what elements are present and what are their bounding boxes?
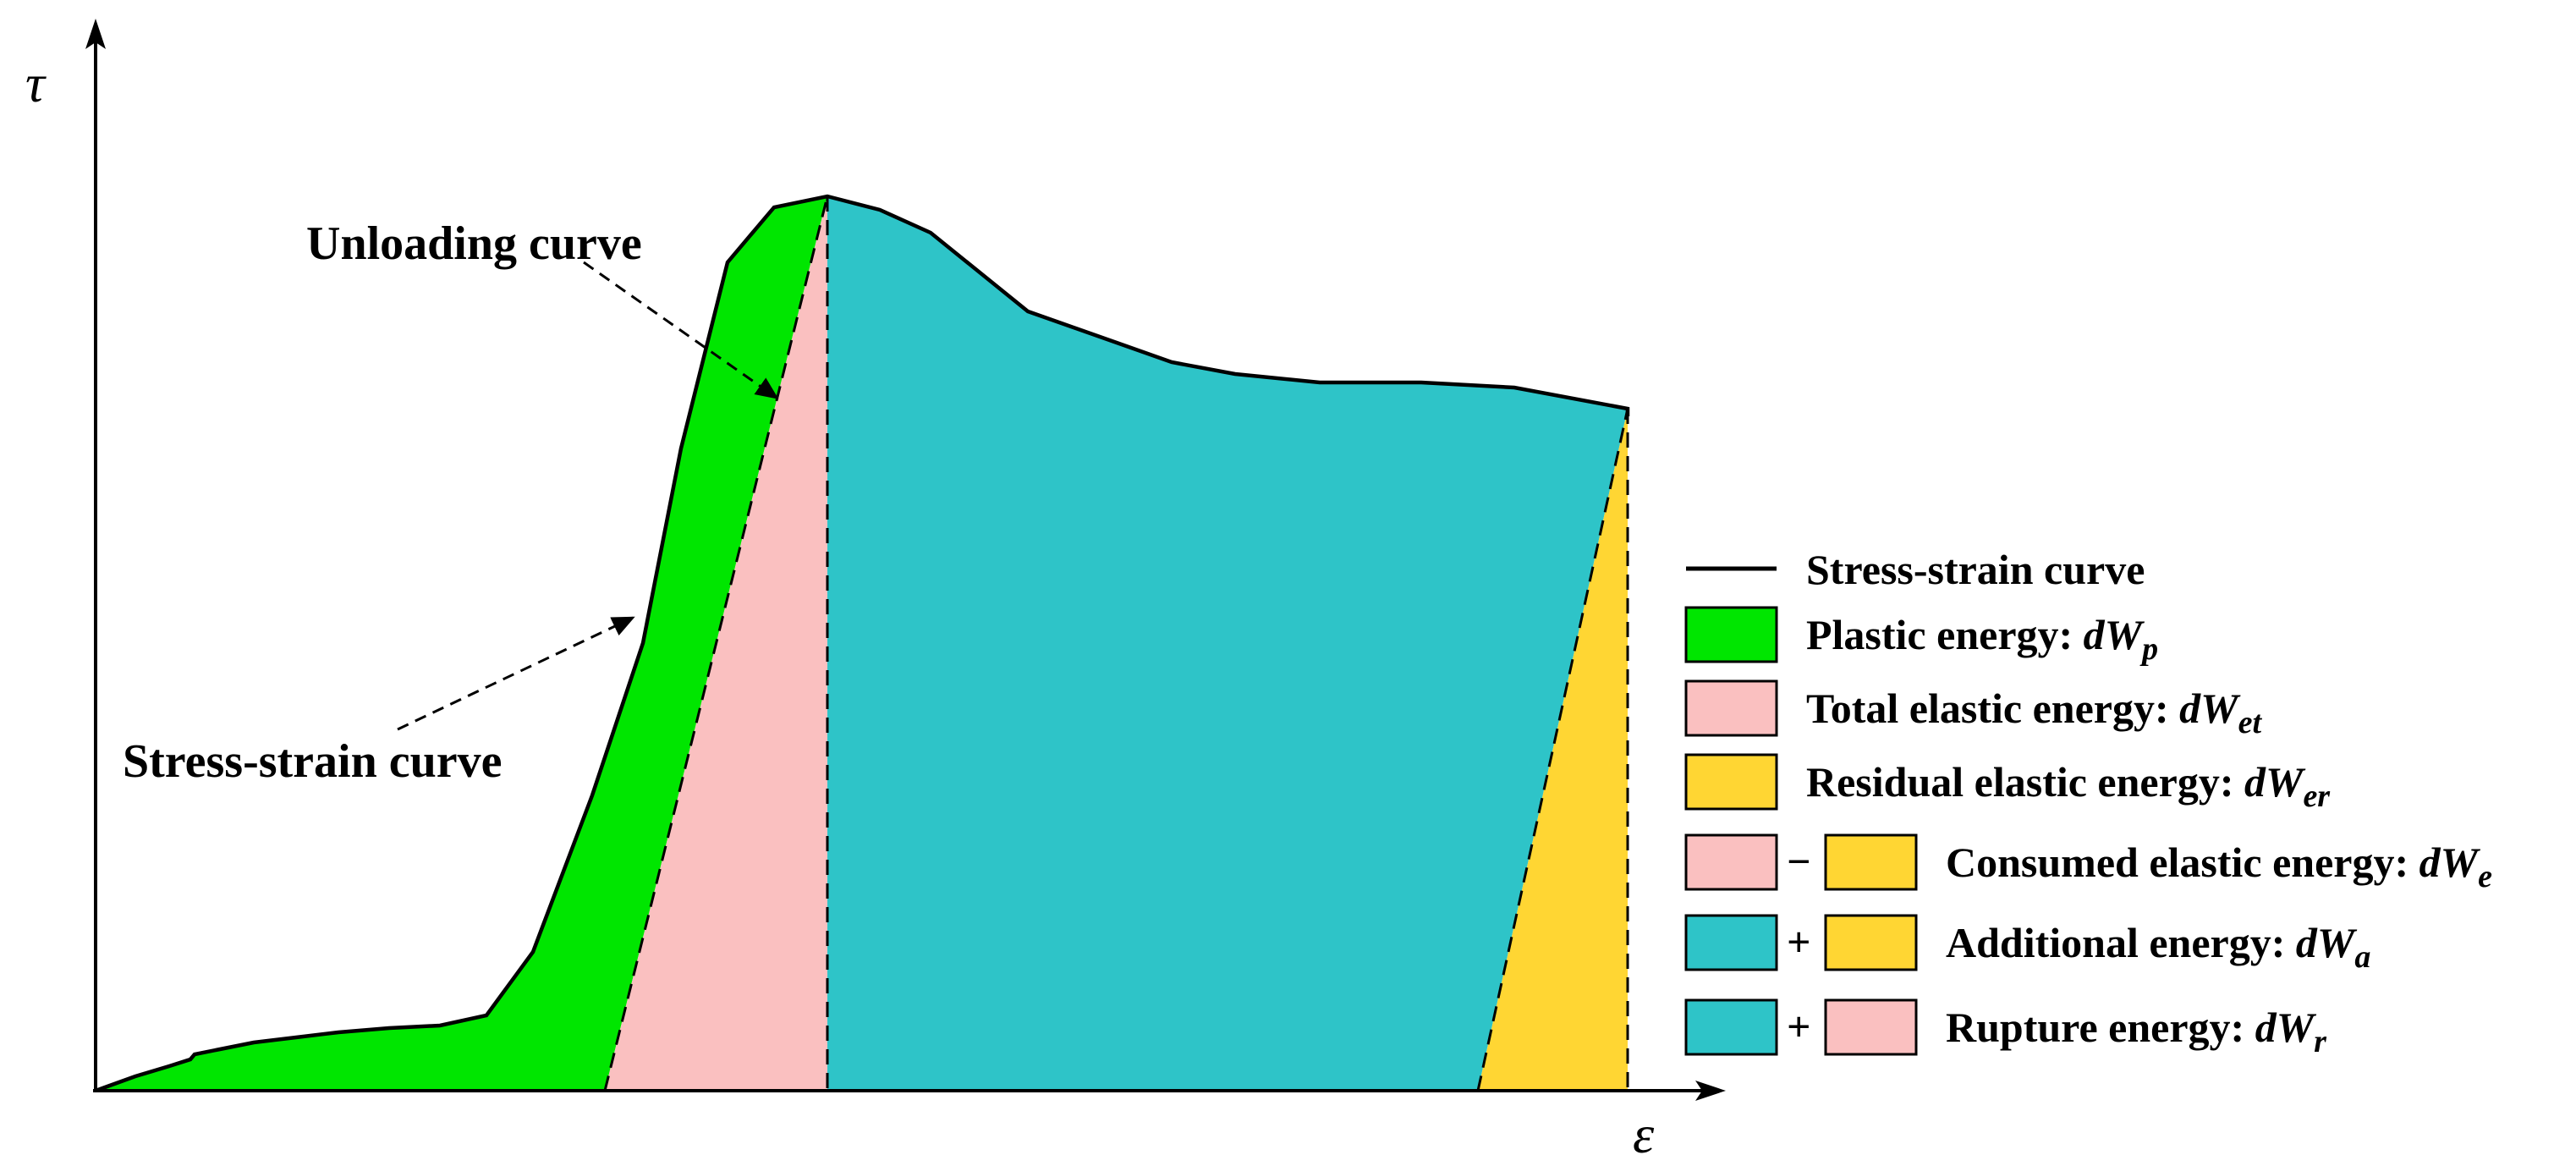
legend-rupture-swatch-a (1684, 998, 1778, 1056)
unloading-curve-label: Unloading curve (306, 217, 642, 270)
x-axis-symbol: ε (1633, 1104, 1655, 1164)
legend-total-elastic-swatch (1684, 679, 1778, 737)
legend-consumed-swatch-b (1824, 833, 1918, 891)
stress-strain-curve-label: Stress-strain curve (123, 735, 502, 788)
stress-strain-annotation-arrow (397, 616, 635, 731)
plastic-energy-region (96, 196, 827, 1091)
unloading-annotation-arrow (583, 261, 779, 399)
legend-additional-swatch-a (1684, 914, 1778, 971)
y-axis-arrow-icon (85, 19, 106, 49)
legend-consumed-operator: − (1787, 838, 1811, 885)
legend-residual-elastic-swatch (1684, 753, 1778, 811)
legend-total-elastic-label: Total elastic energy: dWet (1806, 685, 2262, 740)
unloading-line-peak (603, 195, 829, 1092)
legend-rupture-swatch-b (1824, 998, 1918, 1056)
legend-residual-elastic-label: Residual elastic energy: dWer (1806, 758, 2331, 814)
legend-consumed-elastic-label: Consumed elastic energy: dWe (1946, 839, 2492, 894)
legend-plastic-swatch (1684, 606, 1778, 663)
legend-additional-swatch-b (1824, 914, 1918, 971)
legend-rupture-label: Rupture energy: dWr (1946, 1004, 2327, 1059)
stress-strain-curve (95, 194, 1630, 1093)
legend-plastic-label: Plastic energy: dWp (1806, 611, 2158, 667)
legend-additional-label: Additional energy: dWa (1946, 919, 2370, 975)
x-axis-arrow-icon (1695, 1081, 1726, 1101)
unloading-line-residual (1476, 408, 1629, 1092)
legend-rupture-operator: + (1787, 1003, 1811, 1050)
legend-curve-label: Stress-strain curve (1806, 546, 2145, 593)
legend-consumed-swatch-a (1684, 833, 1778, 891)
legend: Stress-strain curve Plastic energy: dWp … (1684, 546, 2492, 1059)
additional-energy-region (827, 196, 1628, 1091)
legend-additional-operator: + (1787, 918, 1811, 965)
y-axis-symbol: τ (25, 53, 47, 113)
